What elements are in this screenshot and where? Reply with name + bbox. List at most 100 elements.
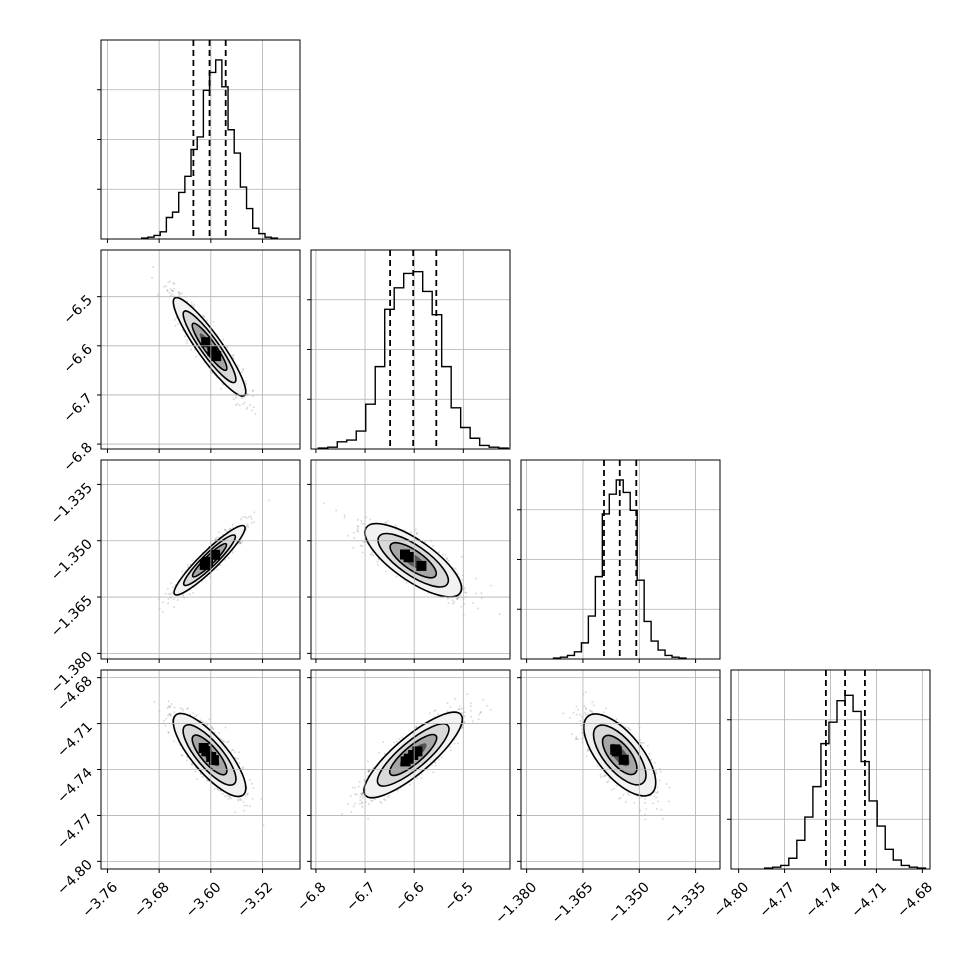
- scatter-point: [323, 502, 326, 505]
- scatter-point: [234, 811, 236, 814]
- scatter-point: [356, 529, 359, 532]
- y-tick-label: −4.80: [54, 857, 96, 899]
- panel-frame: [310, 249, 511, 450]
- contour-line: [182, 534, 237, 587]
- scatter-point: [352, 546, 355, 549]
- scatter-point: [618, 797, 621, 800]
- contour-line: [172, 296, 247, 397]
- scatter-point: [383, 798, 386, 801]
- scatter-point: [231, 355, 234, 358]
- scatter-point: [384, 521, 387, 524]
- scatter-point: [201, 314, 204, 317]
- scatter-point: [356, 525, 359, 528]
- scatter-point: [386, 796, 389, 798]
- x-tick-label: −1.350: [605, 879, 653, 927]
- scatter-point: [447, 560, 450, 562]
- scatter-point: [153, 700, 156, 703]
- scatter-point: [456, 742, 459, 745]
- scatter-point: [167, 714, 170, 717]
- scatter-point: [252, 406, 255, 409]
- scatter-point: [167, 602, 170, 605]
- scatter-point: [361, 802, 364, 805]
- density-cell: [610, 744, 621, 755]
- y-tick-label: −1.365: [48, 593, 96, 641]
- scatter-point: [226, 741, 229, 744]
- scatter-point: [252, 389, 255, 392]
- scatter-point: [356, 518, 359, 521]
- panel-contents: [311, 670, 510, 869]
- density-cell: [408, 750, 419, 760]
- scatter-point: [610, 788, 613, 791]
- scatter-point: [479, 711, 482, 714]
- panel-contents: [101, 460, 300, 659]
- scatter-point: [469, 702, 472, 705]
- scatter-point: [161, 610, 164, 613]
- x-tick-label: −6.8: [294, 879, 329, 914]
- scatter-point: [644, 818, 647, 821]
- scatter-point: [372, 554, 375, 557]
- x-tick-label: −3.68: [131, 879, 173, 921]
- scatter-point: [626, 726, 629, 729]
- scatter-point: [262, 824, 265, 827]
- scatter-point: [245, 407, 248, 410]
- scatter-point: [359, 792, 362, 795]
- scatter-point: [358, 802, 361, 805]
- scatter-point: [241, 516, 244, 519]
- scatter-point: [367, 770, 370, 772]
- scatter-point: [592, 704, 595, 707]
- scatter-point: [424, 541, 427, 544]
- scatter-point: [396, 789, 399, 792]
- scatter-point: [469, 705, 472, 708]
- density-peak-cells: [199, 549, 221, 570]
- scatter-point: [376, 560, 379, 563]
- scatter-point: [343, 514, 346, 517]
- scatter-point: [583, 705, 586, 708]
- density-cell: [207, 345, 218, 356]
- scatter-point: [438, 758, 441, 761]
- scatter-point: [177, 291, 180, 294]
- x-tick-label: −3.52: [234, 879, 276, 921]
- scatter-point: [384, 799, 387, 802]
- scatter-point: [242, 766, 245, 769]
- scatter-point: [205, 319, 208, 322]
- scatter-panel-2-1: −6.8 −6.7 −6.6 −6.5: [60, 249, 301, 475]
- scatter-point: [615, 784, 618, 787]
- scatter-point: [168, 291, 171, 294]
- scatter-point: [199, 773, 202, 775]
- scatter-point: [216, 787, 218, 790]
- contour-line: [191, 322, 228, 372]
- scatter-point: [182, 593, 185, 596]
- scatter-point: [591, 710, 593, 713]
- scatter-point: [250, 409, 253, 412]
- scatter-point: [367, 770, 370, 773]
- scatter-point: [244, 380, 247, 383]
- scatter-point: [578, 713, 581, 716]
- scatter-point: [232, 354, 235, 357]
- scatter-point: [167, 700, 170, 703]
- scatter-point: [466, 693, 469, 696]
- scatter-point: [246, 793, 249, 796]
- scatter-point: [461, 711, 463, 714]
- scatter-point: [260, 797, 263, 800]
- scatter-point: [242, 801, 245, 803]
- scatter-point: [350, 811, 353, 813]
- scatter-point: [173, 711, 176, 714]
- contour-line: [172, 712, 247, 798]
- scatter-point: [235, 404, 237, 406]
- scatter-point: [482, 698, 485, 701]
- scatter-point: [432, 545, 435, 547]
- scatter-point: [486, 704, 488, 707]
- scatter-point: [395, 575, 398, 578]
- scatter-point: [354, 802, 357, 805]
- scatter-point: [243, 804, 246, 807]
- scatter-point: [161, 601, 164, 604]
- scatter-point: [249, 404, 251, 407]
- scatter-point: [569, 717, 572, 719]
- scatter-point: [434, 761, 437, 764]
- scatter-point: [191, 763, 194, 766]
- scatter-point: [166, 289, 169, 292]
- scatter-point: [477, 718, 480, 721]
- scatter-point: [361, 551, 364, 554]
- scatter-point: [203, 316, 206, 319]
- scatter-point: [218, 731, 221, 734]
